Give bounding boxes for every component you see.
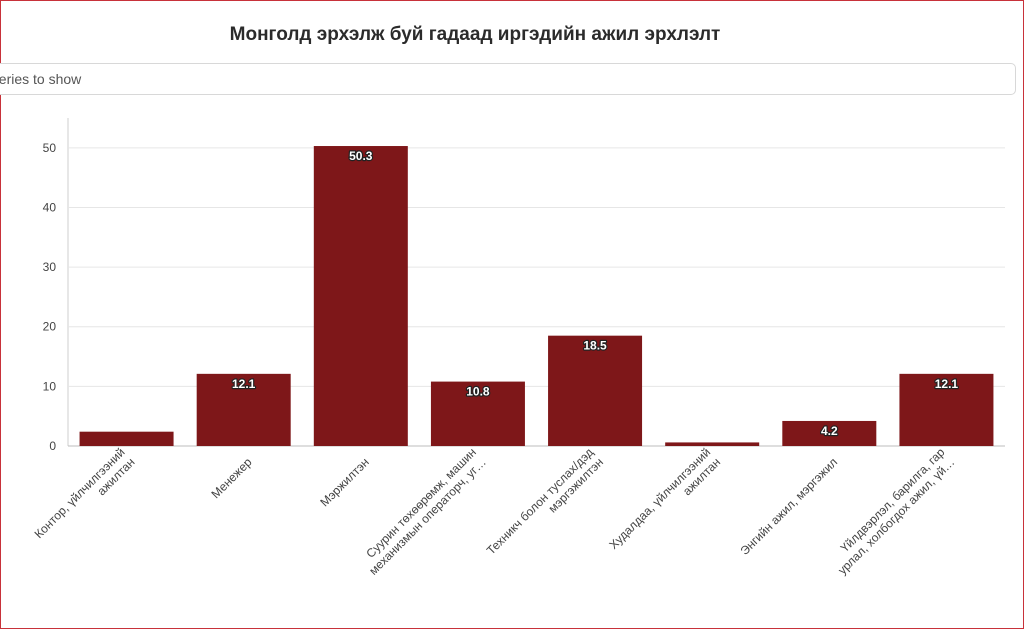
x-tick-label-line: Менежер xyxy=(208,455,254,501)
data-label: 12.1 xyxy=(935,377,959,391)
data-label: 50.3 xyxy=(349,149,373,163)
x-tick-label-line: Мэржилтэн xyxy=(317,455,371,509)
x-tick-label-line: Суурин төхөөрөмж, машин xyxy=(363,445,479,561)
data-label: 10.8 xyxy=(466,385,490,399)
x-tick-label-line: урлал, холбогдох ажил, үй… xyxy=(835,455,957,577)
bar[interactable] xyxy=(430,381,525,446)
y-tick-label: 0 xyxy=(49,439,56,453)
bar[interactable] xyxy=(313,146,408,446)
bar[interactable] xyxy=(899,373,994,446)
x-tick-label-line: Энгийн ажил, мэргэжил xyxy=(737,455,840,558)
x-tick-label: Мэржилтэн xyxy=(317,455,371,509)
chart-title: Монголд эрхэлж буй гадаад иргэдийн ажил … xyxy=(229,24,721,45)
data-label: 18.5 xyxy=(583,339,607,353)
y-tick-label: 10 xyxy=(43,379,57,393)
x-tick-label-line: Техникч болон туслах/дэд xyxy=(484,445,596,557)
bar[interactable] xyxy=(79,431,174,446)
y-tick-label: 20 xyxy=(43,320,57,334)
y-tick-label: 40 xyxy=(43,200,57,214)
x-tick-label: Энгийн ажил, мэргэжил xyxy=(737,455,840,558)
x-tick-label-line: Худалдаа, үйлчилгээний xyxy=(606,445,713,552)
x-tick-label-line: Контор, үйлчилгээний xyxy=(32,445,128,541)
x-tick-label-line: Үйлдвэрлэл, барилга, гар xyxy=(838,445,948,555)
y-tick-label: 30 xyxy=(43,260,57,274)
bar[interactable] xyxy=(782,420,877,446)
bar[interactable] xyxy=(196,373,291,446)
bar[interactable] xyxy=(665,442,760,446)
x-tick-label-line: механизмын операторч, уг… xyxy=(366,455,489,578)
y-tick-label: 50 xyxy=(43,141,57,155)
data-label: 4.2 xyxy=(821,424,838,438)
series-selector-placeholder: Select series to show xyxy=(0,71,82,87)
data-label: 12.1 xyxy=(232,377,256,391)
bar[interactable] xyxy=(548,335,643,446)
x-tick-label: Менежер xyxy=(208,455,254,501)
series-selector-input[interactable]: Select series to show xyxy=(0,63,1016,95)
